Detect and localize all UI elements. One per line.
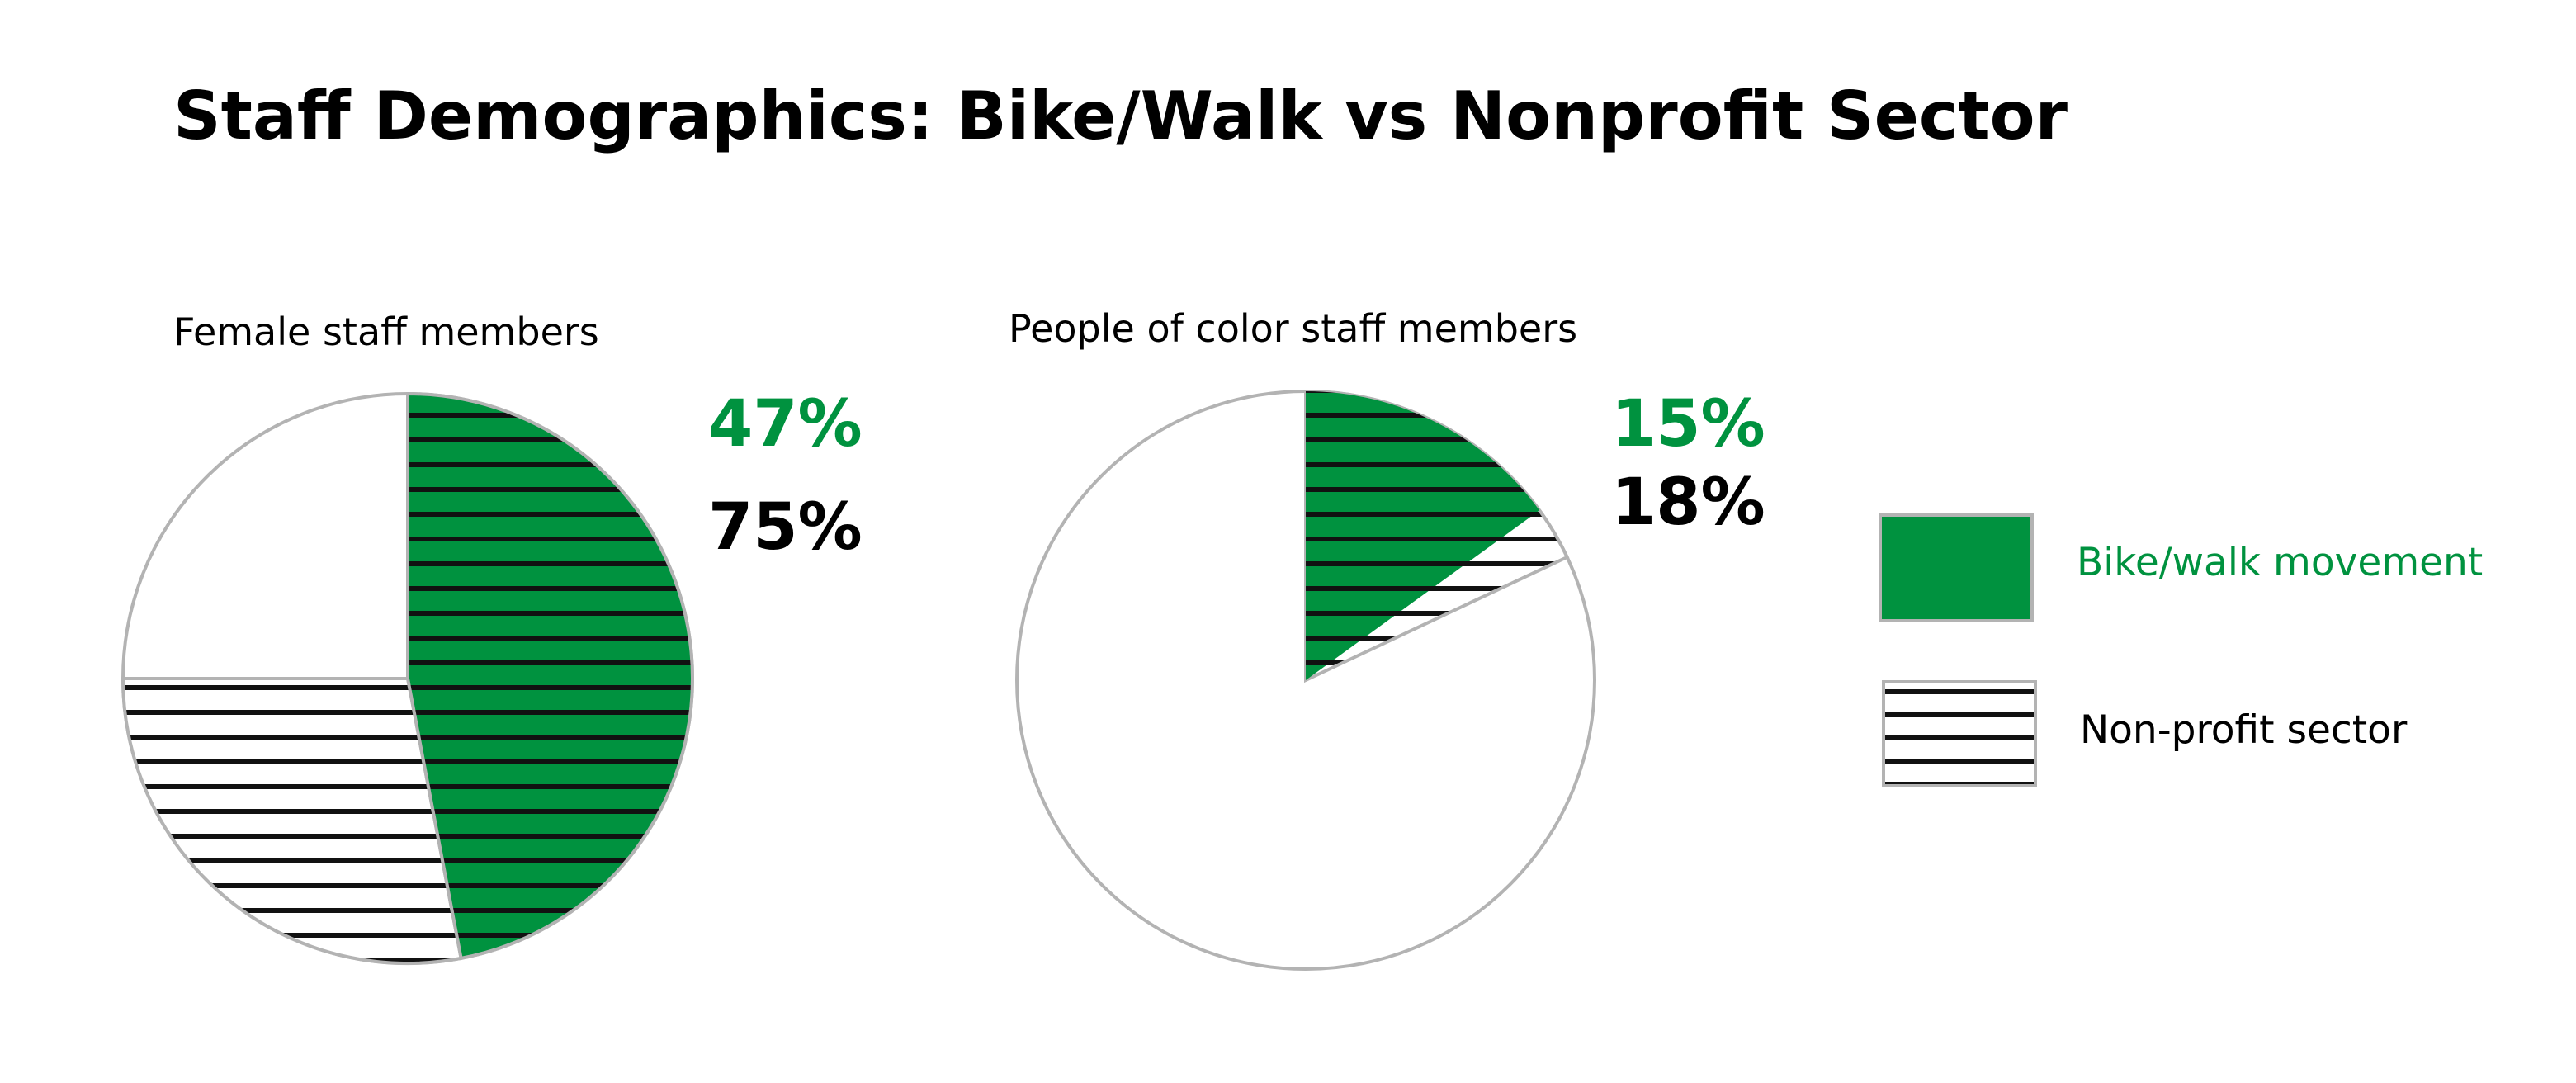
pie-chart-female: Female staff members 47% 75% [121, 310, 863, 965]
pie-female-slices [121, 391, 695, 965]
legend-label-nonprofit: Non-profit sector [2080, 707, 2408, 753]
pct-label-poc-nonprofit: 18% [1611, 466, 1765, 540]
pct-label-female-bike-walk: 47% [708, 387, 863, 461]
pie-slice-female-nonprofit [121, 677, 463, 965]
pie-chart-people-of-color: People of color staff members 15% 18% [1009, 306, 1765, 971]
legend-swatch-bike-walk [1879, 513, 2034, 622]
pct-label-poc-bike-walk: 15% [1611, 387, 1765, 461]
legend: Bike/walk movement Non-profit sector [1879, 513, 2483, 787]
pie-slice-female-bike-walk [406, 391, 695, 961]
main-title: Staff Demographics: Bike/Walk vs Nonprof… [173, 78, 2068, 154]
pie-title-people-of-color: People of color staff members [1009, 306, 1577, 351]
legend-label-bike-walk: Bike/walk movement [2077, 540, 2483, 585]
legend-swatch-nonprofit [1882, 680, 2037, 787]
pie-people-of-color-slices [1015, 389, 1596, 971]
pie-title-female: Female staff members [173, 310, 599, 354]
pie-slice-people-of-color-bike-walk [1306, 391, 1540, 680]
pct-label-female-nonprofit: 75% [708, 490, 863, 565]
